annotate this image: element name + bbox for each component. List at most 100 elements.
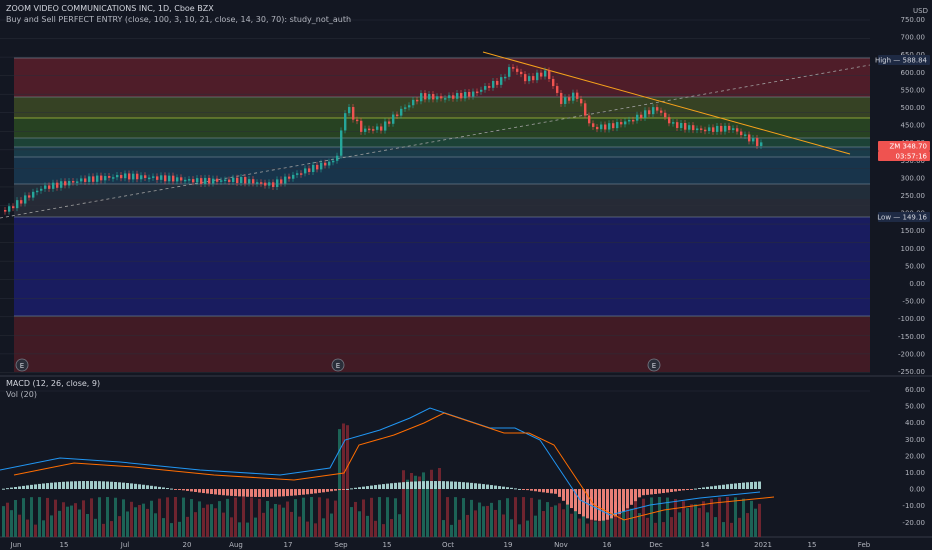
signal-line — [13, 412, 775, 521]
volume-bar — [110, 521, 113, 537]
macd-histogram-bar — [54, 482, 57, 489]
fib-zone-4 — [14, 147, 870, 157]
macd-histogram-bar — [298, 489, 301, 496]
candle-body — [16, 200, 19, 209]
volume-bar — [286, 501, 289, 537]
candle-body — [600, 124, 603, 130]
macd-histogram-bar — [642, 489, 645, 496]
macd-tick: 0.00 — [909, 486, 925, 494]
candle-body — [28, 195, 31, 198]
candle-body — [548, 70, 551, 79]
countdown-label-bg — [878, 151, 930, 161]
macd-histogram-bar — [30, 484, 33, 489]
macd-histogram-bar — [534, 489, 537, 492]
macd-histogram-bar — [450, 481, 453, 489]
fib-zone-8 — [14, 217, 870, 316]
candle-body — [608, 123, 611, 130]
candle-body — [736, 128, 739, 132]
volume-bar — [386, 497, 389, 537]
macd-histogram-bar — [38, 483, 41, 489]
candle-body — [432, 94, 435, 100]
macd-histogram-bar — [406, 481, 409, 489]
earnings-marker-label: E — [336, 362, 340, 370]
macd-histogram-bar — [506, 487, 509, 489]
volume-legend[interactable]: Vol (20) — [6, 390, 37, 399]
candle-body — [356, 119, 359, 122]
volume-bar — [218, 501, 221, 537]
candle-body — [412, 99, 415, 106]
volume-bar — [586, 523, 589, 537]
volume-bar — [702, 501, 705, 537]
macd-histogram-bar — [50, 482, 53, 489]
macd-histogram-bar — [614, 489, 617, 517]
candle-body — [708, 127, 711, 131]
macd-histogram-bar — [14, 486, 17, 489]
candle-body — [304, 168, 307, 174]
candle-body — [204, 177, 207, 184]
high-label-bg — [878, 55, 930, 65]
volume-bar — [534, 515, 537, 537]
volume-bar — [314, 523, 317, 537]
candle-body — [532, 76, 535, 81]
volume-bar — [22, 498, 25, 537]
candle-body — [164, 175, 167, 182]
macd-histogram-bar — [458, 481, 461, 489]
candle-body — [196, 178, 199, 183]
candle-body — [380, 126, 383, 131]
macd-histogram-bar — [334, 489, 337, 491]
fib-zone-0 — [14, 58, 870, 97]
macd-histogram-bar — [510, 487, 513, 489]
fib-zone-2 — [14, 118, 870, 138]
volume-bar — [74, 503, 77, 537]
volume-bar — [610, 511, 613, 537]
macd-histogram-bar — [738, 482, 741, 489]
macd-legend[interactable]: MACD (12, 26, close, 9) — [6, 379, 101, 388]
candle-body — [348, 107, 351, 114]
indicator-legend[interactable]: Buy and Sell PERFECT ENTRY (close, 100, … — [6, 15, 352, 24]
trend-lines[interactable] — [0, 51, 871, 219]
macd-histogram-bar — [542, 489, 545, 493]
candle-body — [44, 185, 47, 189]
macd-histogram-bar — [130, 483, 133, 489]
price-tick: 600.00 — [901, 69, 926, 77]
price-candles[interactable] — [4, 64, 763, 215]
macd-histogram-bar — [746, 482, 749, 489]
volume-bar — [102, 523, 105, 537]
candle-body — [272, 182, 275, 187]
volume-bar — [622, 504, 625, 537]
macd-histogram-bar — [594, 489, 597, 521]
macd-histogram-bar — [486, 484, 489, 489]
macd-histogram-bar — [106, 481, 109, 489]
time-tick: Aug — [229, 541, 243, 549]
volume-bar — [342, 423, 345, 537]
volume-bar — [686, 508, 689, 537]
candle-body — [528, 76, 531, 82]
symbol-legend[interactable]: ZOOM VIDEO COMMUNICATIONS INC, 1D, Cboe … — [6, 4, 214, 13]
macd-histogram-bar — [282, 489, 285, 497]
volume-bar — [746, 513, 749, 537]
candle-body — [488, 86, 491, 88]
volume-bar — [182, 497, 185, 537]
volume-bar — [438, 467, 441, 537]
volume-bar — [282, 507, 285, 537]
macd-histogram-bar — [274, 489, 277, 497]
candle-body — [512, 67, 515, 69]
candle-body — [692, 125, 695, 131]
price-tick: -200.00 — [898, 350, 925, 358]
candle-body — [732, 128, 735, 130]
time-tick: 15 — [60, 541, 69, 549]
macd-histogram-bar — [318, 489, 321, 493]
candle-body — [596, 126, 599, 130]
volume-bar — [330, 513, 333, 537]
macd-histogram-bar — [102, 481, 105, 489]
volume-bar — [454, 497, 457, 537]
candle-body — [440, 96, 443, 99]
macd-histogram-bar — [682, 489, 685, 491]
volume-bar — [518, 524, 521, 537]
volume-bar — [10, 510, 13, 537]
macd-histogram-bar — [62, 481, 65, 489]
candle-body — [752, 138, 755, 142]
macd-histogram-bar — [306, 489, 309, 495]
volume-bar — [226, 498, 229, 537]
